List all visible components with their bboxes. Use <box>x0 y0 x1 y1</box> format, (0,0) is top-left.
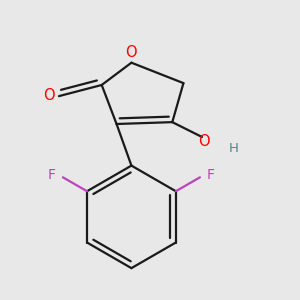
Text: O: O <box>43 88 54 103</box>
Text: H: H <box>229 142 238 154</box>
Text: O: O <box>126 45 137 60</box>
Text: F: F <box>207 168 215 182</box>
Text: F: F <box>48 168 56 182</box>
Text: O: O <box>198 134 210 149</box>
